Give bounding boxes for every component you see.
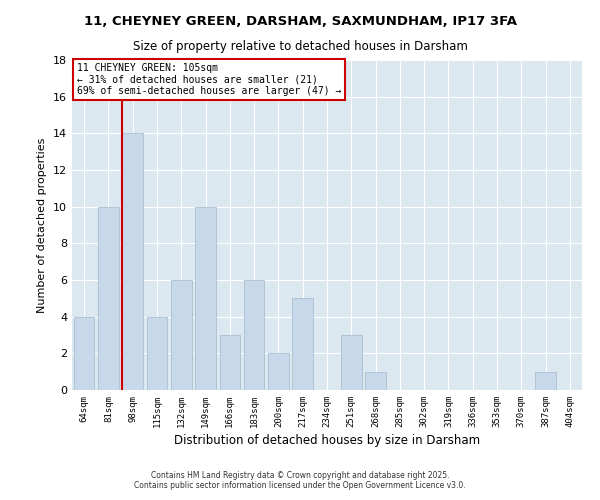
Bar — [74, 316, 94, 390]
Text: Size of property relative to detached houses in Darsham: Size of property relative to detached ho… — [133, 40, 467, 53]
Text: 11 CHEYNEY GREEN: 105sqm
← 31% of detached houses are smaller (21)
69% of semi-d: 11 CHEYNEY GREEN: 105sqm ← 31% of detach… — [77, 64, 341, 96]
Bar — [146, 316, 167, 390]
Text: Contains HM Land Registry data © Crown copyright and database right 2025.
Contai: Contains HM Land Registry data © Crown c… — [134, 470, 466, 490]
Bar — [292, 298, 313, 390]
Bar — [535, 372, 556, 390]
Bar — [244, 280, 265, 390]
Bar — [98, 206, 119, 390]
Bar — [341, 335, 362, 390]
Bar — [171, 280, 191, 390]
Bar — [122, 134, 143, 390]
X-axis label: Distribution of detached houses by size in Darsham: Distribution of detached houses by size … — [174, 434, 480, 447]
Bar — [365, 372, 386, 390]
Bar — [195, 206, 216, 390]
Bar — [220, 335, 240, 390]
Bar — [268, 354, 289, 390]
Y-axis label: Number of detached properties: Number of detached properties — [37, 138, 47, 312]
Text: 11, CHEYNEY GREEN, DARSHAM, SAXMUNDHAM, IP17 3FA: 11, CHEYNEY GREEN, DARSHAM, SAXMUNDHAM, … — [83, 15, 517, 28]
